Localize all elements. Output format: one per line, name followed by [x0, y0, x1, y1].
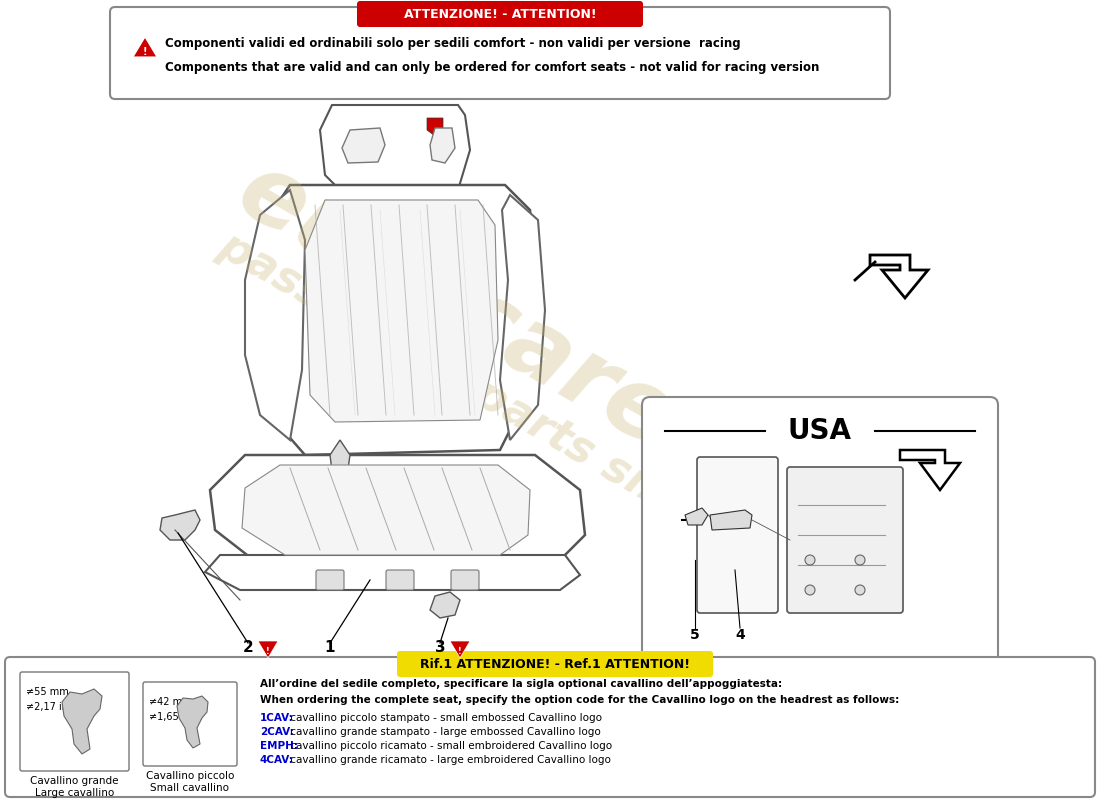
- Polygon shape: [685, 508, 708, 525]
- Text: 2CAV:: 2CAV:: [260, 727, 294, 737]
- Text: cavallino grande ricamato - large embroidered Cavallino logo: cavallino grande ricamato - large embroi…: [287, 755, 610, 765]
- Text: Rif.1 ATTENZIONE! - Ref.1 ATTENTION!: Rif.1 ATTENZIONE! - Ref.1 ATTENTION!: [420, 658, 690, 670]
- FancyBboxPatch shape: [697, 457, 778, 613]
- Polygon shape: [427, 118, 443, 136]
- Text: USA: USA: [788, 417, 853, 445]
- Text: !: !: [266, 646, 270, 655]
- Text: When ordering the complete seat, specify the option code for the Cavallino logo : When ordering the complete seat, specify…: [260, 695, 900, 705]
- FancyBboxPatch shape: [451, 570, 478, 590]
- FancyBboxPatch shape: [110, 7, 890, 99]
- Polygon shape: [245, 190, 305, 440]
- Polygon shape: [430, 128, 455, 163]
- Text: eurocares: eurocares: [221, 143, 739, 497]
- Text: ≠55 mm: ≠55 mm: [26, 687, 68, 697]
- FancyBboxPatch shape: [20, 672, 129, 771]
- Text: Large cavallino: Large cavallino: [35, 788, 114, 798]
- Text: ≠1,65 inch: ≠1,65 inch: [148, 712, 202, 722]
- Text: !: !: [459, 646, 462, 655]
- Polygon shape: [133, 37, 157, 57]
- Polygon shape: [205, 555, 580, 590]
- Text: ≠42 mm: ≠42 mm: [148, 697, 191, 707]
- Text: cavallino grande stampato - large embossed Cavallino logo: cavallino grande stampato - large emboss…: [287, 727, 601, 737]
- Text: cavallino piccolo ricamato - small embroidered Cavallino logo: cavallino piccolo ricamato - small embro…: [287, 741, 612, 751]
- FancyBboxPatch shape: [642, 397, 998, 668]
- Polygon shape: [870, 255, 928, 298]
- FancyBboxPatch shape: [143, 682, 236, 766]
- FancyBboxPatch shape: [358, 1, 644, 27]
- Text: Componenti validi ed ordinabili solo per sedili comfort - non validi per version: Componenti validi ed ordinabili solo per…: [165, 38, 740, 50]
- Text: passion for parts since 1985: passion for parts since 1985: [211, 223, 849, 617]
- Polygon shape: [160, 510, 200, 540]
- Polygon shape: [430, 592, 460, 618]
- Text: Components that are valid and can only be ordered for comfort seats - not valid : Components that are valid and can only b…: [165, 61, 820, 74]
- Circle shape: [855, 555, 865, 565]
- Text: Small cavallino: Small cavallino: [151, 783, 230, 793]
- Text: 1: 1: [324, 641, 336, 655]
- FancyBboxPatch shape: [6, 657, 1094, 797]
- Polygon shape: [710, 510, 752, 530]
- FancyBboxPatch shape: [386, 570, 414, 590]
- Polygon shape: [260, 185, 538, 455]
- Polygon shape: [177, 696, 208, 748]
- Circle shape: [805, 585, 815, 595]
- Text: cavallino piccolo stampato - small embossed Cavallino logo: cavallino piccolo stampato - small embos…: [287, 713, 602, 723]
- FancyBboxPatch shape: [786, 467, 903, 613]
- Circle shape: [855, 585, 865, 595]
- FancyBboxPatch shape: [397, 651, 713, 677]
- Text: EMPH:: EMPH:: [260, 741, 298, 751]
- Polygon shape: [500, 195, 544, 440]
- Text: 4CAV:: 4CAV:: [260, 755, 294, 765]
- Polygon shape: [305, 200, 498, 422]
- Text: All’ordine del sedile completo, specificare la sigla optional cavallino dell’app: All’ordine del sedile completo, specific…: [260, 679, 782, 689]
- Polygon shape: [242, 465, 530, 555]
- Text: !: !: [143, 47, 147, 57]
- Text: 2: 2: [243, 641, 253, 655]
- Text: ≠2,17 inch: ≠2,17 inch: [26, 702, 79, 712]
- Polygon shape: [342, 128, 385, 163]
- FancyBboxPatch shape: [316, 570, 344, 590]
- Text: ATTENZIONE! - ATTENTION!: ATTENZIONE! - ATTENTION!: [404, 7, 596, 21]
- Text: 4: 4: [735, 628, 745, 642]
- Text: Cavallino grande: Cavallino grande: [31, 776, 119, 786]
- Circle shape: [805, 555, 815, 565]
- Polygon shape: [450, 641, 470, 658]
- Polygon shape: [900, 450, 960, 490]
- Text: 3: 3: [434, 641, 446, 655]
- Text: 1CAV:: 1CAV:: [260, 713, 294, 723]
- Text: Cavallino piccolo: Cavallino piccolo: [146, 771, 234, 781]
- Polygon shape: [320, 105, 470, 190]
- Polygon shape: [330, 440, 350, 495]
- Polygon shape: [258, 641, 278, 658]
- Text: 5: 5: [690, 628, 700, 642]
- Polygon shape: [62, 689, 102, 754]
- Polygon shape: [210, 455, 585, 565]
